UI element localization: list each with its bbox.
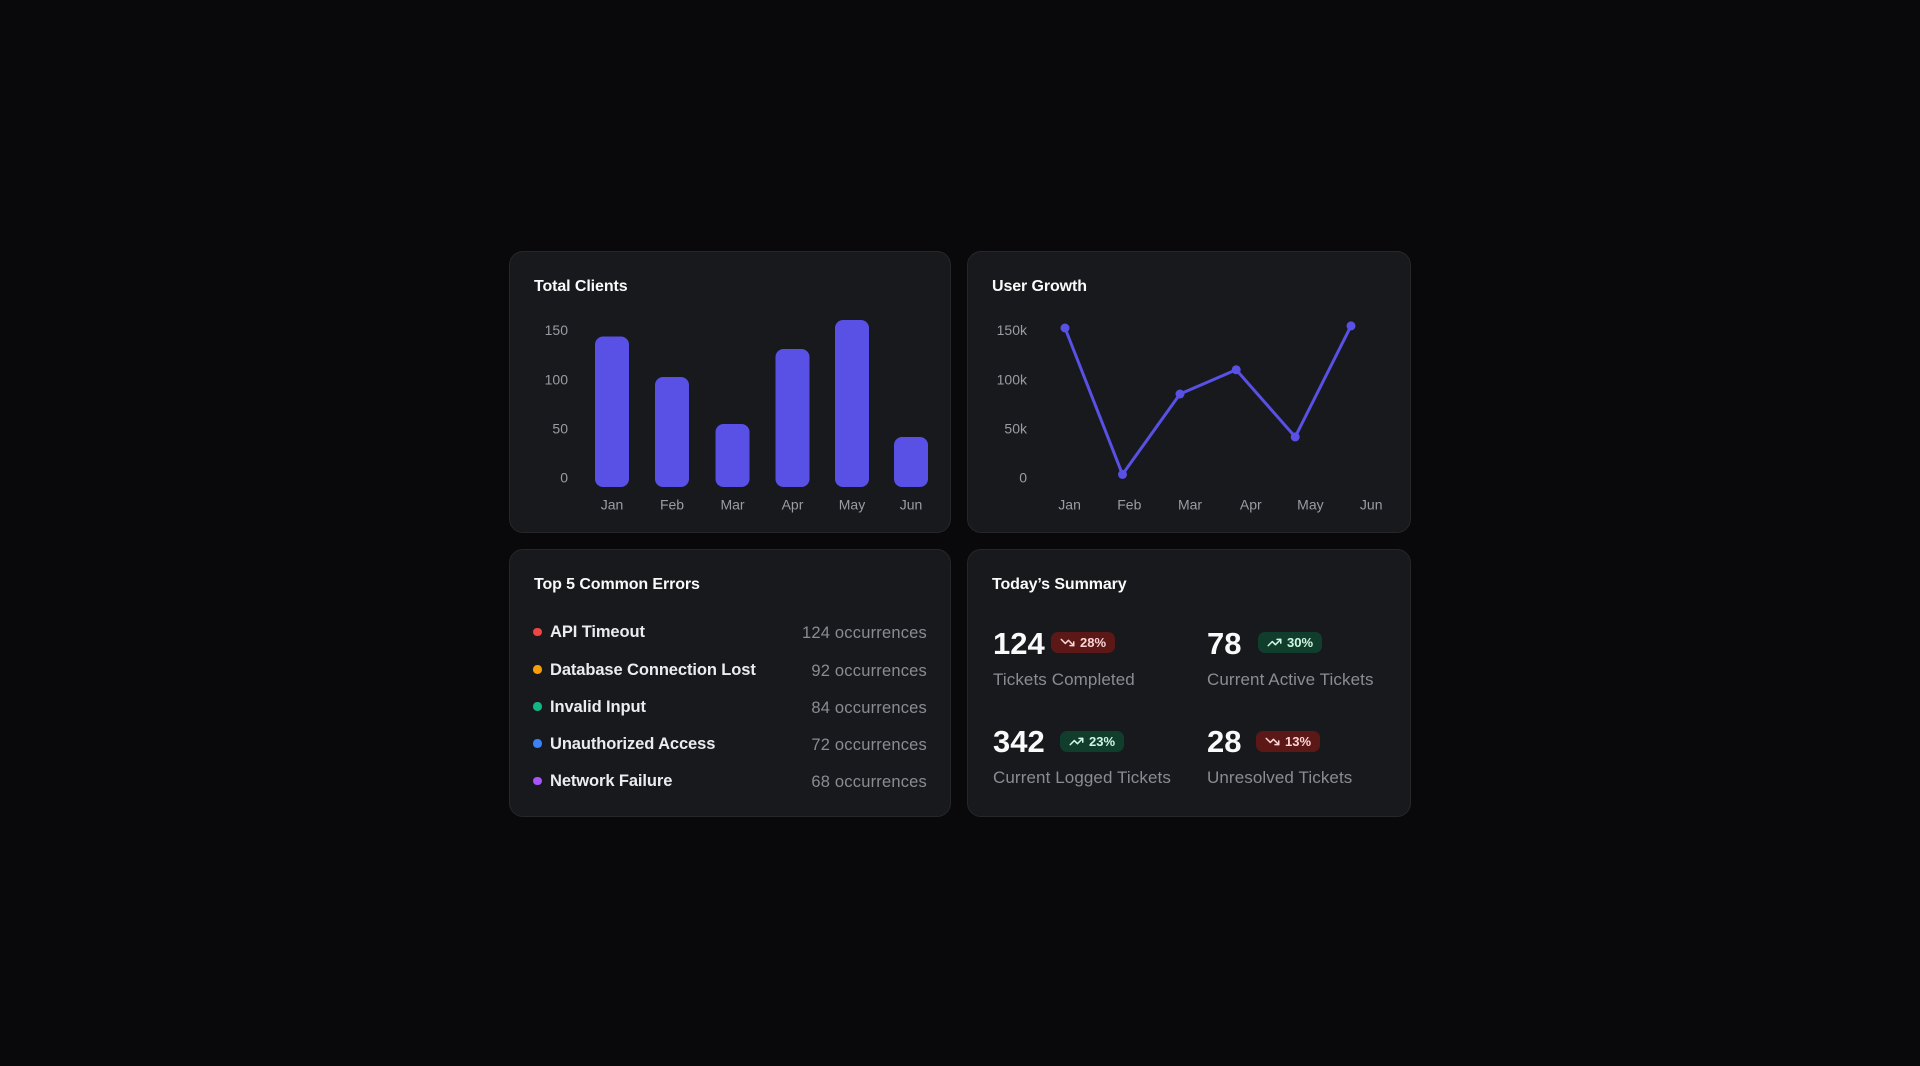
svg-text:100: 100 [545,372,569,388]
svg-text:Mar: Mar [1178,497,1202,513]
svg-text:50k: 50k [1004,421,1028,437]
svg-text:50: 50 [552,421,568,437]
svg-text:Feb: Feb [1117,497,1141,513]
svg-text:Jan: Jan [1058,497,1081,513]
svg-text:0: 0 [1019,470,1027,486]
svg-text:0: 0 [560,470,568,486]
svg-text:Apr: Apr [1240,497,1262,513]
svg-text:Jan: Jan [601,497,624,513]
svg-text:Mar: Mar [720,497,744,513]
svg-text:100k: 100k [997,372,1028,388]
svg-text:150k: 150k [997,322,1028,338]
svg-text:150: 150 [545,322,569,338]
svg-text:Feb: Feb [660,497,684,513]
svg-text:Apr: Apr [782,497,804,513]
svg-text:Jun: Jun [1360,497,1383,513]
svg-text:May: May [1297,497,1323,513]
svg-text:Jun: Jun [900,497,923,513]
svg-text:May: May [839,497,865,513]
